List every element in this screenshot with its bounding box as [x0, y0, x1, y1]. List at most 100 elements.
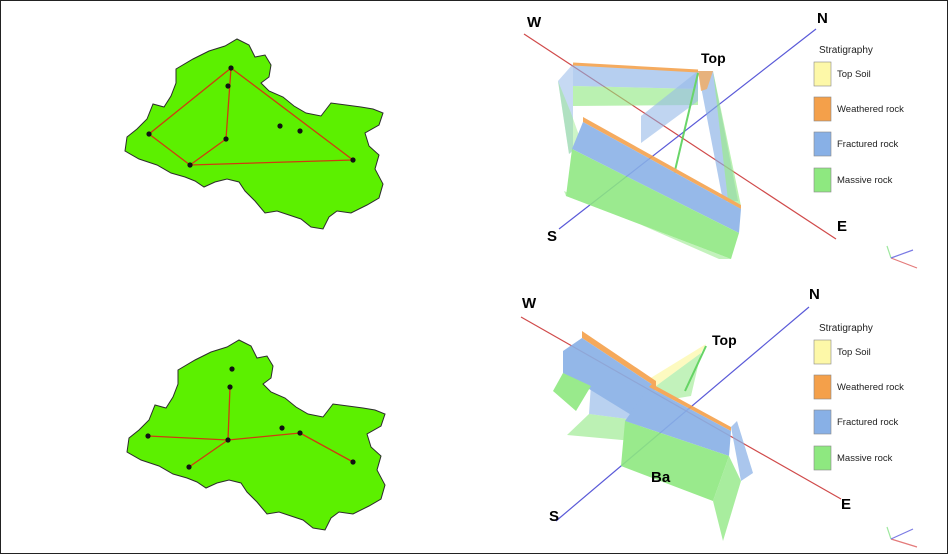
legend-title: Stratigraphy — [819, 323, 873, 334]
network-link — [148, 133, 191, 166]
well-point — [277, 123, 283, 129]
legend-swatch — [813, 96, 832, 122]
well-point — [145, 433, 151, 439]
legend-item-fractured-rock: Fractured rock — [813, 131, 898, 157]
fence-layer-massive — [553, 373, 591, 411]
map-radial-network — [126, 339, 386, 531]
network-link — [227, 386, 231, 441]
fence-panels — [553, 331, 753, 541]
well-point — [186, 464, 192, 470]
north-label: N — [817, 10, 828, 27]
fence-layer-weathered — [649, 384, 731, 431]
legend-label: Weathered rock — [837, 382, 904, 393]
district-region-shape — [124, 38, 384, 230]
legend-label: Top Soil — [837, 347, 871, 358]
fence-layer-fractured — [731, 421, 753, 481]
fence-layer-fractured — [641, 71, 698, 143]
fence-layer-massive — [656, 353, 701, 401]
network-link — [189, 138, 227, 166]
network-link — [299, 432, 354, 463]
network-link — [188, 439, 229, 468]
legend-swatch — [813, 61, 832, 87]
legend-swatch — [813, 445, 832, 471]
fence-layer-weathered — [698, 71, 713, 91]
east-label: E — [841, 496, 851, 513]
orientation-triad-icon — [886, 526, 918, 548]
legend-label: Fractured rock — [837, 139, 898, 150]
fence-layer-topsoil — [649, 344, 706, 386]
legend-item-weathered-rock: Weathered rock — [813, 374, 904, 400]
stratigraphy-legend: Stratigraphy Top Soil Weathered rock Fra… — [813, 45, 904, 193]
legend-item-massive-rock: Massive rock — [813, 167, 893, 193]
legend-label: Fractured rock — [837, 417, 898, 428]
legend-title: Stratigraphy — [819, 45, 873, 56]
stratigraphy-legend: Stratigraphy Top Soil Weathered rock Fra… — [813, 323, 904, 471]
network-links — [147, 386, 354, 468]
legend-swatch — [813, 339, 832, 365]
legend-label: Weathered rock — [837, 104, 904, 115]
legend-swatch — [813, 167, 832, 193]
well-point — [227, 384, 233, 390]
base-label: Ba — [651, 469, 671, 486]
west-label: W — [522, 295, 537, 312]
network-link — [189, 159, 354, 166]
south-label: S — [547, 228, 557, 245]
legend-item-massive-rock: Massive rock — [813, 445, 893, 471]
fence-layer-fractured — [625, 387, 731, 456]
fence-layer-massive — [558, 81, 581, 154]
orientation-triad-icon — [886, 245, 918, 269]
fence-layer-fractured — [572, 122, 741, 233]
well-points — [145, 366, 356, 470]
fence-panels — [558, 62, 741, 259]
map-triangle-network — [124, 38, 384, 230]
well-point — [225, 437, 231, 443]
fence-layer-massive — [621, 421, 729, 501]
legend-label: Massive rock — [837, 175, 893, 186]
fence-diagram-3d-bottom: W N S E Top Ba Stratigraphy Top Soil Wea… — [520, 286, 918, 548]
well-point — [228, 65, 234, 71]
fence-layer-massive — [566, 149, 739, 259]
legend-label: Massive rock — [837, 453, 893, 464]
east-label: E — [837, 218, 847, 235]
top-label: Top — [701, 50, 726, 66]
legend-item-fractured-rock: Fractured rock — [813, 409, 898, 435]
fence-layer-massive — [713, 71, 741, 227]
well-point — [187, 162, 193, 168]
legend-swatch — [813, 131, 832, 157]
network-link — [227, 432, 301, 441]
well-point — [297, 128, 303, 134]
district-region-shape — [126, 339, 386, 531]
well-point — [350, 459, 356, 465]
network-links — [148, 67, 354, 166]
west-label: W — [527, 14, 542, 31]
legend-item-weathered-rock: Weathered rock — [813, 96, 904, 122]
fence-top-edge — [572, 62, 699, 73]
legend-item-top-soil: Top Soil — [813, 61, 871, 87]
south-label: S — [549, 508, 559, 525]
fence-layer-massive — [713, 456, 741, 541]
network-link — [147, 435, 229, 441]
north-label: N — [809, 286, 820, 303]
well-points — [146, 65, 356, 168]
legend-item-top-soil: Top Soil — [813, 339, 871, 365]
well-point — [229, 366, 235, 372]
fence-layer-weathered — [583, 117, 741, 209]
well-point — [279, 425, 285, 431]
top-label: Top — [712, 332, 737, 348]
fence-diagram-3d-top: W N S E Top Stratigraphy Top Soil Weathe… — [523, 10, 918, 269]
legend-swatch — [813, 374, 832, 400]
borehole-line — [672, 72, 699, 180]
legend-swatch — [813, 409, 832, 435]
network-link — [225, 67, 232, 140]
legend-label: Top Soil — [837, 69, 871, 80]
network-link — [148, 67, 232, 135]
well-point — [297, 430, 303, 436]
well-point — [350, 157, 356, 163]
well-point — [223, 136, 229, 142]
network-link — [230, 67, 354, 161]
well-point — [225, 83, 231, 89]
fence-layer-weathered — [582, 331, 656, 387]
fence-layer-fractured — [558, 64, 573, 154]
